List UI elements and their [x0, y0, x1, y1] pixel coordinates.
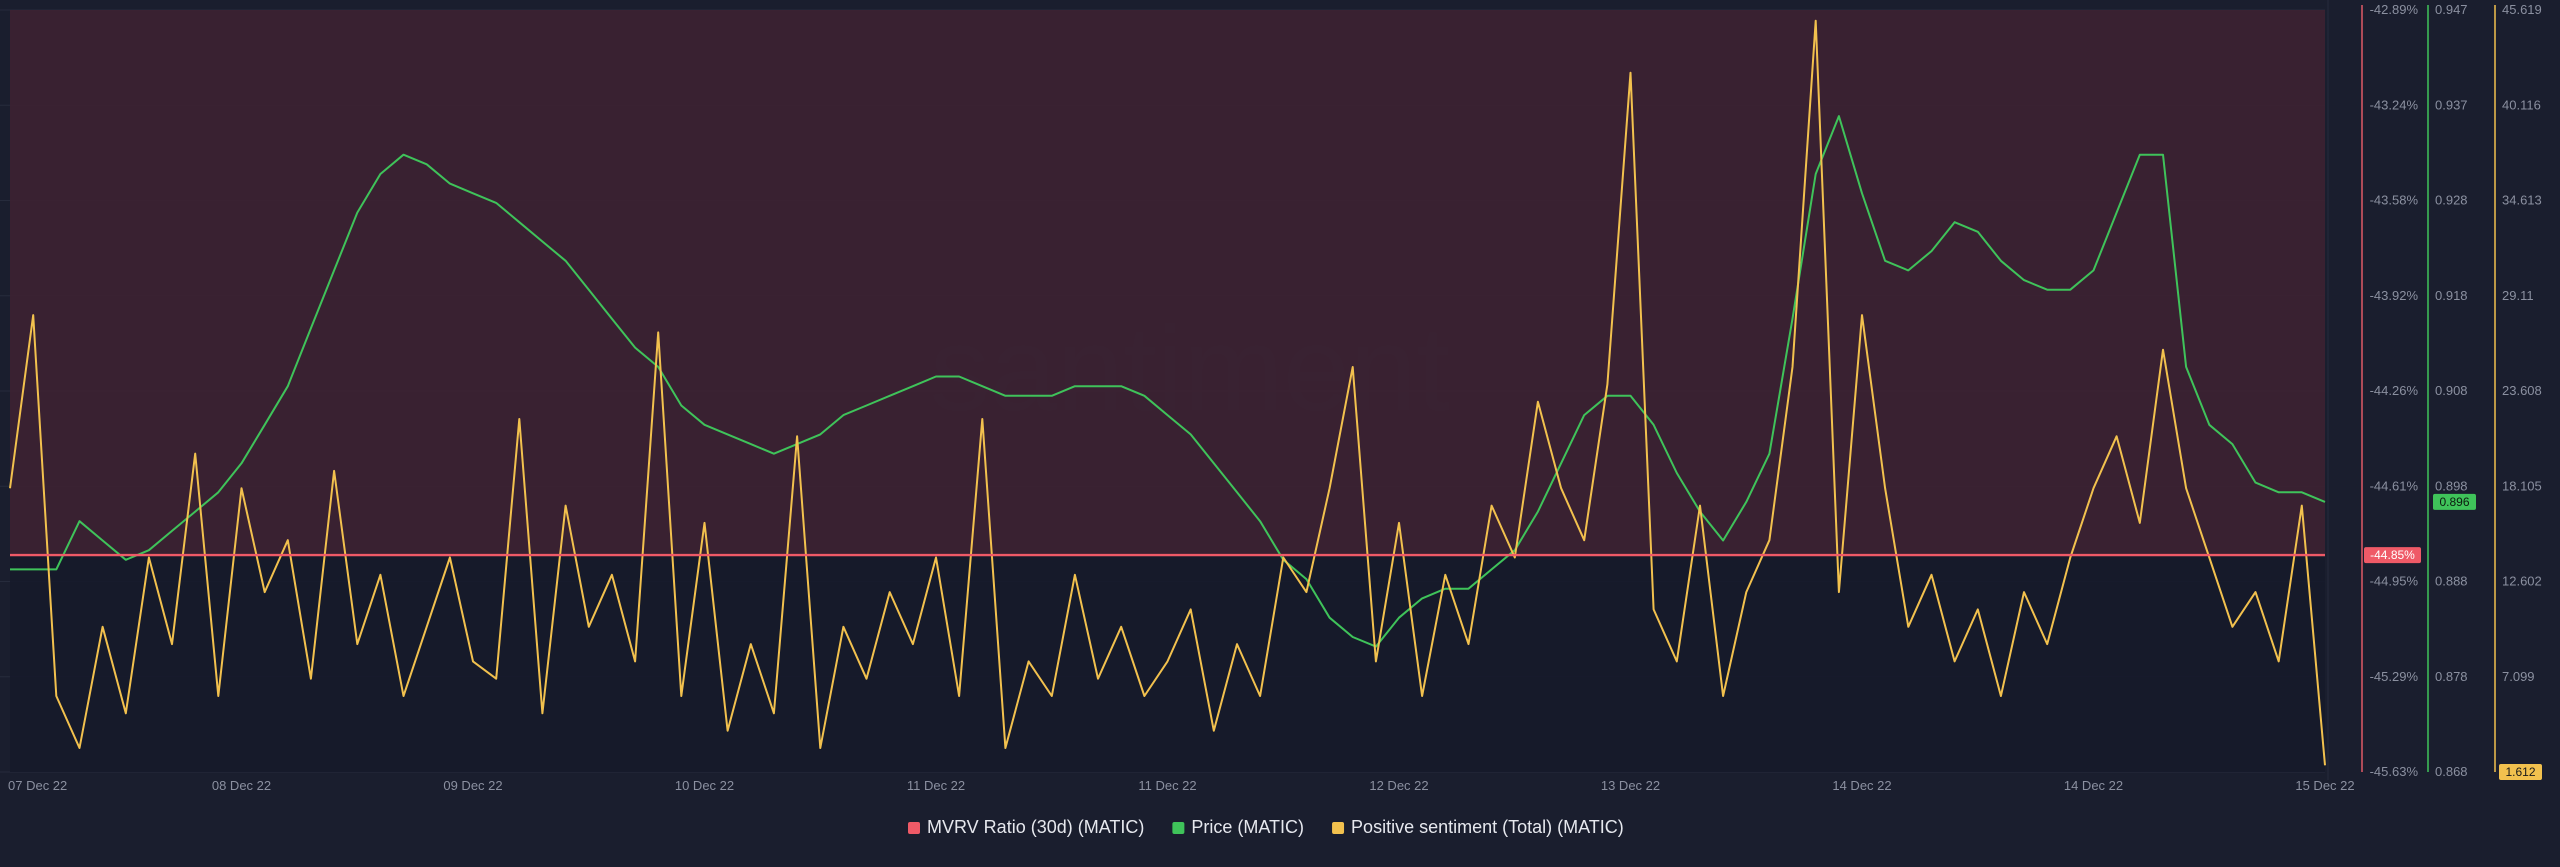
legend-item-sentiment[interactable]: Positive sentiment (Total) (MATIC) — [1332, 817, 1624, 837]
y-tick-label-sentiment: 40.116 — [2502, 97, 2541, 112]
y-tick-label-mvrv: -45.63% — [2370, 764, 2419, 779]
series-line-price — [10, 115, 2326, 648]
y-tick-label-price: 0.947 — [2435, 2, 2468, 17]
y-tick-label-sentiment: 12.602 — [2502, 574, 2542, 589]
x-tick-label: 11 Dec 22 — [1138, 778, 1196, 793]
current-value-sentiment: 1.612 — [2505, 765, 2535, 779]
x-tick-label: 10 Dec 22 — [675, 778, 734, 793]
x-tick-label: 09 Dec 22 — [443, 778, 502, 793]
x-tick-label: 12 Dec 22 — [1369, 778, 1428, 793]
series-line-sentiment — [9, 19, 2326, 766]
legend-item-price[interactable]: Price (MATIC) — [1172, 817, 1304, 837]
y-axes: -42.89% -43.24% -43.58% -43.92% -44.26% -44.6… — [2327, 0, 2542, 780]
y-tick-label-mvrv: -42.89% — [2370, 2, 2419, 17]
current-value-badge-price — [2433, 493, 2476, 510]
x-tick-label: 08 Dec 22 — [212, 778, 271, 793]
y-tick-label-price: 0.868 — [2435, 764, 2468, 779]
y-tick-label-price: 0.908 — [2435, 383, 2468, 398]
y-tick-label-sentiment: 29.11 — [2502, 288, 2534, 303]
mvrv-area — [10, 10, 2325, 772]
y-tick-label-mvrv: -45.29% — [2370, 669, 2419, 684]
mvrv-area-above — [10, 10, 2325, 556]
legend-label-sentiment: Positive sentiment (Total) (MATIC) — [1351, 817, 1624, 837]
current-value-badge-sentiment — [2499, 764, 2542, 780]
legend-label-price: Price (MATIC) — [1191, 817, 1304, 837]
x-axis: 07 Dec 22 08 Dec 22 09 Dec 22 10 Dec 22 11 D… — [8, 778, 2355, 793]
y-tick-label-mvrv: -43.24% — [2370, 97, 2419, 112]
y-tick-label-sentiment: 45.619 — [2502, 2, 2542, 17]
y-tick-label-price: 0.898 — [2435, 478, 2468, 493]
x-tick-label: 14 Dec 22 — [1832, 778, 1891, 793]
current-value-price: 0.896 — [2439, 495, 2469, 509]
legend-item-mvrv[interactable]: MVRV Ratio (30d) (MATIC) — [908, 817, 1144, 837]
y-tick-label-price: 0.918 — [2435, 288, 2468, 303]
x-tick-label: 07 Dec 22 — [8, 778, 67, 793]
y-tick-label-mvrv: -44.61% — [2370, 478, 2419, 493]
mvrv-area-below — [10, 555, 2325, 772]
x-tick-label: 13 Dec 22 — [1601, 778, 1660, 793]
y-tick-label-mvrv: -43.58% — [2370, 193, 2419, 208]
legend-swatch-sentiment — [1332, 822, 1345, 834]
y-tick-label-price: 0.888 — [2435, 574, 2468, 589]
y-tick-label-mvrv: -43.92% — [2370, 288, 2419, 303]
y-tick-label-mvrv: -44.26% — [2370, 383, 2419, 398]
x-tick-label: 11 Dec 22 — [907, 778, 965, 793]
x-tick-label: 14 Dec 22 — [2064, 778, 2123, 793]
x-tick-label: 15 Dec 22 — [2295, 778, 2354, 793]
legend-swatch-price — [1172, 822, 1185, 834]
y-tick-label-sentiment: 18.105 — [2502, 478, 2542, 493]
y-tick-label-sentiment: 34.613 — [2502, 193, 2542, 208]
legend-label-mvrv: MVRV Ratio (30d) (MATIC) — [927, 817, 1144, 837]
y-tick-label-sentiment: 23.608 — [2502, 383, 2542, 398]
y-tick-label-sentiment: 7.099 — [2502, 669, 2535, 684]
y-tick-label-mvrv: -44.95% — [2370, 574, 2419, 589]
current-value-mvrv: -44.85% — [2370, 548, 2415, 562]
y-tick-label-price: 0.928 — [2435, 193, 2468, 208]
legend-swatch-mvrv — [908, 822, 920, 834]
series-layer — [9, 19, 2326, 766]
current-value-badge-mvrv — [2364, 547, 2421, 564]
y-tick-label-price: 0.878 — [2435, 669, 2468, 684]
legend: MVRV Ratio (30d) (MATIC) Price (MATIC) Pos… — [908, 817, 1624, 837]
y-tick-label-price: 0.937 — [2435, 97, 2468, 112]
